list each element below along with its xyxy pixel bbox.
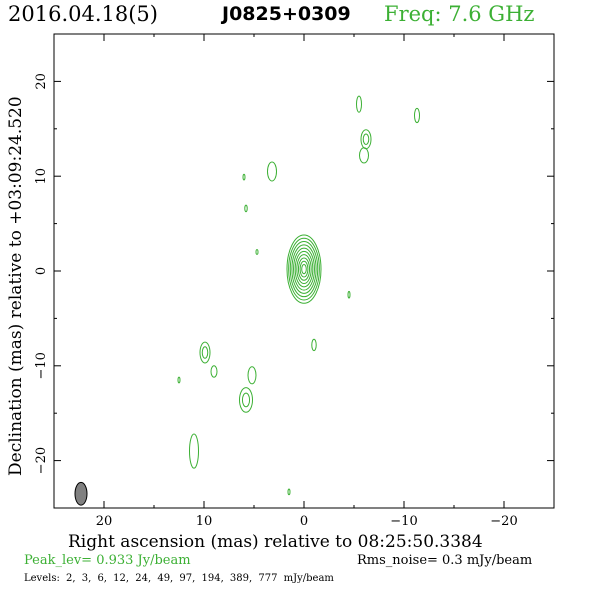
y-axis-label: Declination (mas) relative to +03:09:24.… xyxy=(6,96,26,476)
jet-component-contour xyxy=(199,341,211,364)
x-tick-label: −20 xyxy=(490,514,517,529)
y-tick-label: −10 xyxy=(34,352,49,379)
jet-component-contour xyxy=(359,147,369,164)
core-contour xyxy=(286,234,322,304)
rms-noise: Rms_noise= 0.3 mJy/beam xyxy=(357,553,533,568)
core-contour xyxy=(288,237,320,301)
x-tick-label: 20 xyxy=(96,514,113,529)
core-contour xyxy=(293,247,315,291)
core-contour xyxy=(297,257,311,281)
jet-component-contour xyxy=(242,173,246,181)
x-axis-label: Right ascension (mas) relative to 08:25:… xyxy=(68,532,483,552)
x-tick-label: 0 xyxy=(300,514,308,529)
jet-component-contour xyxy=(210,365,218,378)
y-tick-label: 0 xyxy=(34,267,49,275)
core-contour xyxy=(289,241,319,298)
header-source-name: J0825+0309 xyxy=(222,3,351,25)
jet-component-contour xyxy=(201,346,209,359)
jet-component-contour xyxy=(177,376,181,384)
jet-component-contour xyxy=(360,129,372,150)
header-date: 2016.04.18(5) xyxy=(8,2,158,26)
axis-tick-labels: 20 10 0 −10 −20 20 10 0 −10 −20 xyxy=(34,73,518,529)
beam-layer xyxy=(74,481,88,506)
x-tick-label: −10 xyxy=(390,514,417,529)
contour-levels: Levels: 2, 3, 6, 12, 24, 49, 97, 194, 38… xyxy=(24,573,334,584)
axis-ticks xyxy=(53,33,555,509)
jet-component-contour xyxy=(244,204,248,213)
jet-component-contour xyxy=(247,366,257,385)
core-contour xyxy=(301,264,307,275)
jet-component-contour xyxy=(311,338,317,352)
jet-component-contour xyxy=(239,387,253,413)
y-tick-label: −20 xyxy=(34,447,49,474)
jet-component-contour xyxy=(255,249,259,255)
jet-component-contour xyxy=(356,95,362,113)
peak-level: Peak_lev= 0.933 Jy/beam xyxy=(24,553,191,568)
y-tick-label: 10 xyxy=(34,168,49,185)
plot-frame xyxy=(53,33,555,509)
header-frequency: Freq: 7.6 GHz xyxy=(384,2,535,26)
beam-ellipse xyxy=(74,481,88,506)
y-tick-label: 20 xyxy=(34,73,49,90)
jet-component-contour xyxy=(414,107,420,124)
core-contour xyxy=(291,244,317,294)
jet-component-contour xyxy=(189,433,199,469)
contour-layer xyxy=(177,95,420,496)
jet-component-contour xyxy=(267,161,277,182)
jet-component-contour xyxy=(241,392,251,408)
core-contour xyxy=(294,250,314,288)
jet-component-contour xyxy=(347,290,351,299)
jet-component-contour xyxy=(362,133,370,145)
core-contour xyxy=(299,260,309,278)
jet-component-contour xyxy=(287,488,291,496)
core-contour xyxy=(296,254,312,285)
x-tick-label: 10 xyxy=(196,514,213,529)
